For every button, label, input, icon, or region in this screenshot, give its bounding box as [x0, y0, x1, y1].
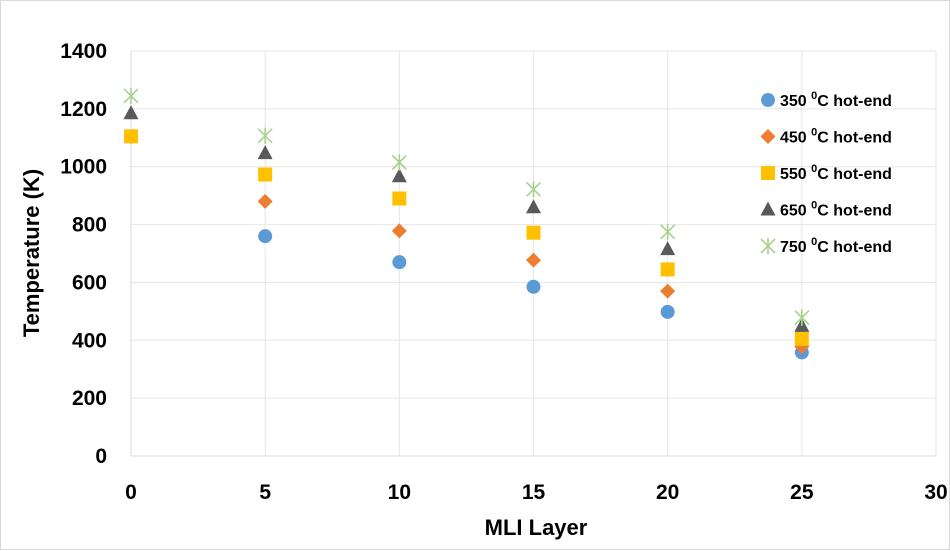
y-tick-label: 1200 — [60, 98, 107, 121]
legend-label: 750 0C hot-end — [780, 236, 892, 256]
y-axis-title: Temperature (K) — [19, 169, 44, 337]
data-point-650 — [257, 145, 273, 160]
legend-superscript: 0 — [811, 200, 817, 212]
data-point-450 — [391, 223, 407, 239]
tick-labels: 0 200 400 600 800 1000 1200 1400 0 5 10 15 20 25 30 — [60, 40, 947, 504]
y-tick-label: 1400 — [60, 40, 107, 63]
legend-value: 450 — [780, 130, 811, 147]
x-tick-label: 20 — [656, 481, 679, 504]
legend-suffix: C hot-end — [817, 166, 892, 183]
legend-marker — [761, 166, 775, 180]
data-point-750 — [392, 154, 407, 171]
x-tick-label: 25 — [790, 481, 814, 504]
data-point-650 — [526, 199, 541, 214]
data-point-550 — [660, 262, 675, 277]
legend-marker — [760, 201, 776, 216]
x-tick-label: 15 — [522, 481, 546, 504]
x-tick-label: 5 — [259, 481, 271, 504]
legend-value: 550 — [780, 166, 811, 183]
data-points — [123, 87, 810, 360]
legend-marker — [760, 129, 776, 144]
legend-marker — [760, 237, 776, 255]
data-point-650 — [391, 168, 407, 183]
legend-superscript: 0 — [811, 90, 817, 102]
data-point-750 — [123, 87, 139, 105]
data-point-750 — [660, 223, 675, 241]
y-tick-label: 1000 — [60, 156, 107, 179]
legend-entry-750: 750 0C hot-end — [760, 236, 892, 256]
legend-entry-350: 350 0C hot-end — [761, 90, 892, 110]
data-point-650 — [123, 105, 139, 120]
data-point-550 — [526, 225, 541, 240]
data-point-350 — [660, 304, 675, 319]
data-point-350 — [392, 255, 407, 270]
legend-marker — [761, 93, 775, 107]
data-point-550 — [124, 129, 138, 144]
data-point-450 — [660, 283, 676, 299]
x-tick-label: 0 — [125, 481, 137, 504]
legend-superscript: 0 — [811, 236, 817, 248]
y-tick-label: 0 — [95, 445, 107, 468]
legend-superscript: 0 — [811, 163, 817, 175]
legend-label: 550 0C hot-end — [780, 163, 892, 183]
legend-value: 650 — [780, 203, 811, 220]
legend-entry-650: 650 0C hot-end — [760, 200, 892, 220]
data-point-550 — [392, 191, 407, 206]
legend-entry-450: 450 0C hot-end — [760, 127, 892, 147]
legend-suffix: C hot-end — [817, 203, 892, 220]
data-point-450 — [257, 193, 273, 209]
data-point-750 — [794, 309, 810, 327]
x-axis-title: MLI Layer — [485, 515, 588, 540]
y-tick-label: 600 — [72, 271, 107, 294]
data-point-550 — [794, 331, 809, 346]
data-point-750 — [257, 127, 273, 145]
data-point-450 — [526, 252, 541, 268]
legend-superscript: 0 — [811, 127, 817, 139]
data-point-350 — [258, 229, 273, 244]
x-tick-label: 30 — [924, 481, 947, 504]
legend-value: 350 — [780, 93, 811, 110]
legend-suffix: C hot-end — [817, 130, 892, 147]
legend-suffix: C hot-end — [817, 93, 892, 110]
legend-label: 350 0C hot-end — [780, 90, 892, 110]
legend-entry-550: 550 0C hot-end — [761, 163, 892, 183]
y-tick-label: 400 — [72, 329, 107, 352]
data-point-550 — [258, 167, 273, 182]
legend-label: 650 0C hot-end — [780, 200, 892, 220]
legend-value: 750 — [780, 239, 811, 256]
legend-suffix: C hot-end — [817, 239, 892, 256]
y-tick-label: 200 — [72, 387, 107, 410]
x-tick-label: 10 — [388, 481, 411, 504]
data-point-750 — [526, 180, 541, 198]
legend-label: 450 0C hot-end — [780, 127, 892, 147]
data-point-350 — [526, 279, 541, 294]
y-tick-label: 800 — [72, 214, 107, 237]
data-point-650 — [660, 241, 676, 256]
grid-lines — [131, 50, 937, 456]
